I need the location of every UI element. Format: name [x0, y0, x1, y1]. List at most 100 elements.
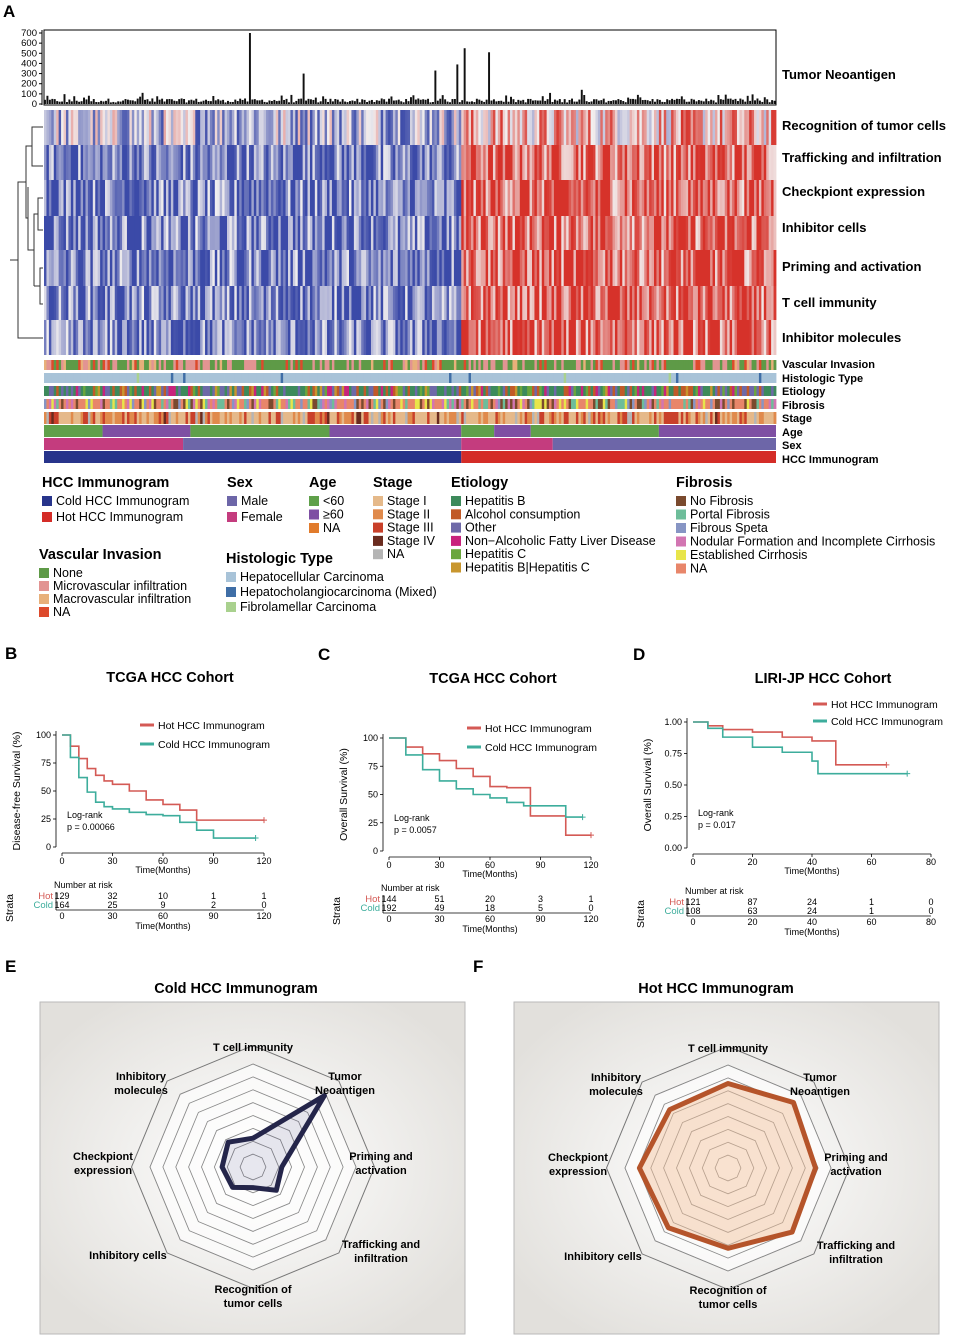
heatmap-cell [661, 180, 665, 216]
heatmap-cell [248, 145, 252, 180]
heatmap-cell [529, 180, 533, 216]
heatmap-cell [705, 250, 709, 286]
neoantigen-bar [248, 33, 251, 104]
ann-cell [283, 360, 286, 370]
heatmap-cell [619, 145, 623, 180]
heatmap-cell [273, 286, 277, 320]
ann-cell [571, 399, 574, 409]
heatmap-cell [505, 110, 508, 145]
heatmap-cell [109, 286, 113, 320]
heatmap-cell [383, 110, 386, 145]
ann-cell [187, 412, 191, 424]
heatmap-cell [192, 286, 196, 320]
heatmap-cell [507, 216, 511, 250]
heatmap-cell [307, 216, 311, 250]
heatmap-cell [724, 320, 728, 355]
heatmap-cell [370, 216, 374, 250]
heatmap-cell [263, 286, 267, 320]
heatmap-cell [53, 110, 57, 145]
ann-cell [502, 360, 506, 370]
ann-cell [368, 399, 372, 409]
ann-cell [610, 399, 613, 409]
heatmap-cell [600, 320, 604, 355]
heatmap-cell [546, 110, 550, 145]
heatmap-cell [400, 110, 404, 145]
heatmap-cell [158, 145, 162, 180]
heatmap-cell [571, 250, 574, 286]
heatmap-cell [715, 180, 718, 216]
heatmap-cell [112, 180, 116, 216]
ann-cell [68, 373, 72, 383]
ann-cell [217, 412, 221, 424]
ann-cell [288, 373, 291, 383]
ann-cell [231, 412, 235, 424]
heatmap-cell [122, 180, 125, 216]
neoantigen-bar [453, 98, 456, 104]
km-x-tick-label: 0 [59, 856, 64, 866]
ann-cell [297, 386, 301, 396]
ann-cell [641, 386, 645, 396]
ann-cell [322, 373, 325, 383]
neoantigen-bar [151, 98, 154, 104]
neoantigen-bar [263, 101, 266, 104]
heatmap-cell [744, 110, 748, 145]
ann-cell [532, 412, 535, 424]
heatmap-cell [300, 250, 304, 286]
ann-cell [156, 412, 160, 424]
neoantigen-bar [588, 102, 591, 104]
heatmap-cell [683, 286, 687, 320]
heatmap-cell [297, 320, 301, 355]
ann-cell [180, 412, 184, 424]
heatmap-cell [624, 250, 628, 286]
ann-cell [632, 399, 635, 409]
heatmap-cell [646, 180, 650, 216]
ann-cell [85, 399, 89, 409]
ann-cell [510, 360, 513, 370]
ann-cell [707, 360, 711, 370]
ann-cell [736, 412, 740, 424]
heatmap-cell [441, 110, 445, 145]
heatmap-cell [453, 110, 457, 145]
ann-cell [541, 399, 545, 409]
neoantigen-bar [617, 99, 620, 104]
ann-cell [107, 386, 111, 396]
heatmap-cell [634, 286, 638, 320]
heatmap-cell [346, 110, 350, 145]
heatmap-cell [205, 110, 208, 145]
heatmap-cell [466, 180, 469, 216]
neoantigen-bar [87, 95, 90, 104]
heatmap-cell [556, 145, 560, 180]
heatmap-cell [185, 180, 189, 216]
ann-cell [695, 360, 699, 370]
heatmap-cell [212, 250, 216, 286]
heatmap-cell [366, 250, 369, 286]
heatmap-cell [588, 286, 591, 320]
heatmap-cell [456, 216, 460, 250]
heatmap-cell [666, 320, 670, 355]
ann-cell [497, 360, 501, 370]
heatmap-cell [644, 145, 648, 180]
ann-cell [83, 386, 86, 396]
heatmap-cell [234, 286, 238, 320]
heatmap-cell [231, 250, 235, 286]
heatmap-cell [480, 145, 484, 180]
heatmap-cell [595, 110, 599, 145]
heatmap-cell [95, 286, 99, 320]
heatmap-cell [700, 286, 704, 320]
heatmap-cell [200, 110, 203, 145]
heatmap-cell [246, 110, 250, 145]
heatmap-cell [719, 216, 723, 250]
ann-cell [346, 412, 350, 424]
heatmap-cell [429, 110, 433, 145]
ann-cell [702, 360, 706, 370]
ann-cell [151, 412, 155, 424]
ann-cell [124, 412, 128, 424]
neoantigen-bar [439, 98, 442, 104]
heatmap-cell [641, 250, 645, 286]
heatmap-cell [78, 110, 81, 145]
ann-cell [414, 399, 418, 409]
heatmap-cell [75, 286, 79, 320]
heatmap-cell [209, 110, 213, 145]
heatmap-cell [402, 180, 406, 216]
heatmap-cell [131, 110, 135, 145]
